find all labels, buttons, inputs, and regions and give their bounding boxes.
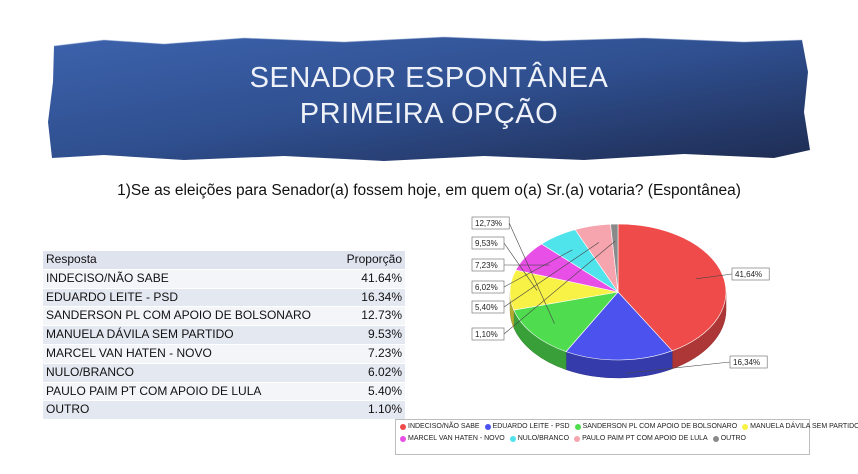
legend-item: PAULO PAIM PT COM APOIO DE LULA — [574, 435, 708, 442]
data-label-box — [731, 267, 770, 281]
header-proportion: Proporção — [329, 251, 405, 270]
row-value: 16.34% — [329, 288, 405, 308]
legend-swatch — [484, 423, 491, 430]
row-value: 9.53% — [329, 325, 405, 345]
data-label: 41,64% — [735, 270, 762, 279]
survey-question: 1)Se as eleições para Senador(a) fossem … — [117, 182, 741, 199]
pie-slice — [565, 291, 673, 361]
data-label-leader — [508, 222, 555, 324]
table-row: EDUARDO LEITE - PSD 16.34% — [43, 288, 405, 308]
pie-slice — [617, 223, 727, 352]
legend-swatch — [509, 435, 516, 442]
data-label: 6,02% — [475, 283, 498, 292]
legend-label: EDUARDO LEITE - PSD — [492, 423, 570, 430]
legend-label: INDECISO/NÃO SABE — [408, 423, 480, 430]
legend-row: MARCEL VAN HATEN - NOVO NULO/BRANCO PAULO … — [400, 435, 805, 442]
data-label: 16,34% — [733, 358, 760, 367]
row-label: MANUELA DÁVILA SEM PARTIDO — [43, 325, 329, 345]
legend-label: OUTRO — [720, 435, 746, 442]
legend-item: MARCEL VAN HATEN - NOVO — [400, 435, 505, 442]
legend-label: PAULO PAIM PT COM APOIO DE LULA — [582, 435, 708, 442]
legend-label: SANDERSON PL COM APOIO DE BOLSONARO — [582, 423, 738, 430]
legend-item: OUTRO — [712, 435, 746, 442]
table-row: INDECISO/NÃO SABE 41.64% — [43, 269, 405, 289]
row-value: 12.73% — [329, 306, 405, 327]
data-label: 5,40% — [475, 303, 498, 312]
table-row: OUTRO 1.10% — [43, 400, 405, 421]
legend-swatch — [574, 435, 581, 442]
legend-item: MANUELA DÁVILA SEM PARTIDO — [742, 423, 858, 430]
data-label-leader — [503, 242, 538, 291]
data-label-box — [471, 258, 505, 272]
pie-slice — [610, 223, 619, 293]
table-row: MARCEL VAN HATEN - NOVO 7.23% — [43, 344, 405, 364]
table-row: SANDERSON PL COM APOIO DE BOLSONARO 12.7… — [43, 306, 405, 327]
row-label: NULO/BRANCO — [43, 363, 329, 383]
legend-item: SANDERSON PL COM APOIO DE BOLSONARO — [574, 423, 738, 430]
row-value: 1.10% — [329, 400, 405, 421]
legend-swatch — [712, 435, 719, 442]
legend-swatch — [400, 435, 406, 442]
row-label: SANDERSON PL COM APOIO DE BOLSONARO — [43, 306, 329, 327]
data-label: 9,53% — [475, 239, 498, 248]
table-header-row: Resposta Proporção — [43, 251, 405, 270]
row-label: OUTRO — [43, 400, 329, 421]
header-response: Resposta — [43, 251, 329, 270]
legend-label: MANUELA DÁVILA SEM PARTIDO — [750, 423, 858, 430]
row-value: 6.02% — [329, 363, 405, 383]
row-label: PAULO PAIM PT COM APOIO DE LULA — [43, 382, 329, 402]
data-label-leader — [503, 240, 616, 335]
data-label-box — [471, 236, 505, 250]
row-value: 7.23% — [329, 344, 405, 364]
legend-swatch — [400, 423, 406, 430]
data-label-box — [729, 355, 768, 369]
data-label-leader — [503, 242, 600, 308]
data-label: 7,23% — [475, 261, 498, 270]
legend-swatch — [574, 423, 581, 430]
row-label: INDECISO/NÃO SABE — [43, 269, 329, 289]
table-row: NULO/BRANCO 6.02% — [43, 363, 405, 383]
page-title: SENADOR ESPONTÂNEA PRIMEIRA OPÇÃO — [44, 60, 814, 132]
row-label: EDUARDO LEITE - PSD — [43, 288, 329, 308]
data-label-box — [471, 280, 505, 294]
legend-label: NULO/BRANCO — [517, 435, 570, 442]
legend-item: NULO/BRANCO — [509, 435, 570, 442]
legend-row: INDECISO/NÃO SABE EDUARDO LEITE - PSD SAND… — [400, 423, 858, 430]
pie-chart: 41,64% 16,34% 12,73% 9,53% 7,23% 6,02% 5,40% 1,… — [471, 216, 770, 379]
data-label: 1,10% — [475, 330, 498, 339]
chart-legend: INDECISO/NÃO SABE EDUARDO LEITE - PSD SAND… — [395, 419, 858, 455]
data-label: 12,73% — [475, 219, 502, 228]
legend-label: MARCEL VAN HATEN - NOVO — [408, 435, 505, 442]
row-value: 5.40% — [329, 382, 405, 402]
data-label-box — [471, 216, 510, 230]
title-banner — [48, 36, 810, 161]
row-label: MARCEL VAN HATEN - NOVO — [43, 344, 329, 364]
results-table: Resposta Proporção INDECISO/NÃO SABE 41.… — [43, 251, 405, 421]
table-row: MANUELA DÁVILA SEM PARTIDO 9.53% — [43, 325, 405, 345]
title-line-1: SENADOR ESPONTÂNEA — [249, 62, 609, 94]
data-label-leader — [503, 249, 573, 288]
pie-slice — [513, 291, 619, 352]
legend-swatch — [742, 423, 749, 430]
data-label-leader — [696, 273, 733, 280]
title-line-2: PRIMEIRA OPÇÃO — [299, 98, 559, 130]
legend-item: EDUARDO LEITE - PSD — [484, 423, 570, 430]
row-value: 41.64% — [329, 269, 405, 289]
legend-item: INDECISO/NÃO SABE — [400, 423, 480, 430]
table-row: PAULO PAIM PT COM APOIO DE LULA 5.40% — [43, 382, 405, 402]
data-label-box — [471, 300, 505, 314]
data-label-box — [471, 327, 505, 341]
data-label-leader — [625, 361, 731, 374]
